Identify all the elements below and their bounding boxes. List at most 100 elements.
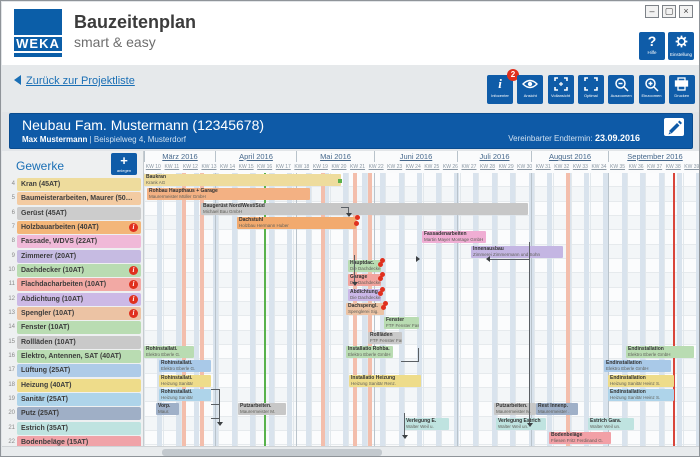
gewerk-chip[interactable]: Rollläden (10AT) [17, 335, 141, 349]
alert-info-icon[interactable]: i [129, 222, 138, 232]
week-header[interactable]: KW 27 [461, 164, 477, 170]
week-header[interactable]: KW 39 [684, 164, 700, 170]
toolbar-button-einzoomen[interactable]: Einzoomen [638, 75, 665, 104]
toolbar-button-infocenter[interactable]: i Infocenter 2 [487, 69, 519, 104]
week-header[interactable]: KW 20 [331, 164, 347, 170]
gewerk-chip[interactable]: Dachdecker (10AT) [17, 263, 141, 277]
gewerk-chip[interactable]: Lüftung (25AT) [17, 364, 141, 378]
toolbar-button-auszoomen[interactable]: Auszoomen [608, 75, 635, 104]
week-header[interactable]: KW 18 [294, 164, 310, 170]
toolbar-button-drucken[interactable]: Drucken [668, 75, 695, 104]
edit-project-button[interactable] [664, 118, 684, 136]
help-button[interactable]: ? Hilfe [639, 32, 665, 60]
gewerk-chip[interactable]: Gerüst (45AT) [17, 206, 141, 220]
gewerk-chip[interactable]: Estrich (35AT) [17, 421, 141, 435]
gantt-bar[interactable]: Endinstallation Heizung Sanitär Heinz S. [608, 374, 674, 387]
month-header-3[interactable]: Mai 2016 [296, 151, 374, 162]
gantt-bar[interactable]: Rohbau Haupthaus + Garage Maurermeister M… [147, 188, 310, 201]
gantt-bar[interactable]: Putzarbeiten. Maurermeister M. [238, 403, 286, 416]
week-header[interactable]: KW 35 [610, 164, 626, 170]
gantt-bar[interactable]: Vorp. Maur. [156, 403, 179, 416]
week-header[interactable]: KW 22 [368, 164, 384, 170]
gantt-bar[interactable]: Verlegung E. Walter Weil u. [404, 417, 449, 430]
gewerk-chip[interactable]: Holzbauarbeiten (40AT) [17, 220, 141, 234]
month-header-4[interactable]: Juni 2016 [374, 151, 457, 162]
gantt-bar[interactable]: Baukran Krank AG [144, 174, 341, 186]
gantt-bar[interactable]: Bodenbeläge Fliesen Fritz Ferdinand G. [549, 431, 611, 444]
gantt-bar[interactable]: Rohinstallati. Elektro Eberle G. [144, 345, 194, 358]
gantt-bar[interactable]: Dachspengl. Spenglerei Sig. [346, 302, 384, 315]
week-header[interactable]: KW 10 [145, 164, 161, 170]
gewerk-chip[interactable]: Fenster (10AT) [17, 321, 141, 335]
week-header[interactable]: KW 25 [424, 164, 440, 170]
alert-info-icon[interactable]: i [129, 294, 138, 304]
gantt-bar[interactable]: Estrich Gara. Walter Weil un. [588, 417, 634, 430]
gantt-bar[interactable]: Endinstallation Heizung Sanitär Heinz S. [608, 388, 674, 401]
week-header[interactable]: KW 36 [628, 164, 644, 170]
month-header-1[interactable]: März 2016 [144, 151, 215, 162]
gantt-bar[interactable]: Fassadenarbeiten Martin Mayer Montage Gmb… [422, 231, 486, 244]
minimize-button[interactable]: – [645, 5, 659, 18]
back-to-projects-link[interactable]: Zurück zur Projektliste [14, 75, 135, 87]
gantt-bar[interactable]: Putzarbeiten. Maurermeister M. [494, 403, 536, 416]
week-header[interactable]: KW 30 [517, 164, 533, 170]
gantt-bar[interactable]: Endinstallation Elektro Eberle GmbH [626, 345, 694, 358]
week-header[interactable]: KW 14 [220, 164, 236, 170]
alert-info-icon[interactable]: i [129, 308, 138, 318]
week-header[interactable]: KW 31 [535, 164, 551, 170]
gantt-bar[interactable]: Dachstuhl Holzbau Hermann Huber [237, 216, 356, 229]
gantt-bar[interactable]: Fenster FTF Fenster Fas. [384, 317, 419, 330]
week-header[interactable]: KW 29 [498, 164, 514, 170]
scrollbar-thumb[interactable] [162, 449, 382, 456]
add-gewerk-button[interactable]: + anlegen [111, 153, 137, 175]
gantt-bar[interactable]: Endinstallation Elektro Eberle GmbH [604, 360, 671, 373]
gewerk-chip[interactable]: Spengler (10AT) [17, 306, 141, 320]
month-header-7[interactable]: September 2016 [608, 151, 699, 162]
gantt-bar[interactable]: Abdichtung. Die Dachdecke. [348, 288, 381, 301]
week-header[interactable]: KW 15 [238, 164, 254, 170]
gantt-bar[interactable]: Innenausbau Zimmerei Zimmermann und Sohn [471, 245, 563, 258]
close-button[interactable]: × [679, 5, 693, 18]
gantt-bar[interactable]: Baugerüst Nord/West/Süd Michael Bau GmbH [201, 202, 528, 215]
gewerk-chip[interactable]: Flachdacharbeiten (10AT) [17, 278, 141, 292]
gewerk-chip[interactable]: Heizung (40AT) [17, 378, 141, 392]
gewerk-chip[interactable]: Bodenbeläge (15AT) [17, 435, 141, 446]
gewerk-chip[interactable]: Fassade, WDVS (22AT) [17, 235, 141, 249]
gantt-bar[interactable]: Installatio Heizung Heizung Sanitär Renz. [349, 374, 421, 387]
week-header[interactable]: KW 38 [665, 164, 681, 170]
gewerk-chip[interactable]: Kran (45AT) [17, 178, 141, 191]
week-header[interactable]: KW 13 [201, 164, 217, 170]
gewerk-chip[interactable]: Elektro, Antennen, SAT (40AT) [17, 349, 141, 363]
week-header[interactable]: KW 34 [591, 164, 607, 170]
week-header[interactable]: KW 23 [387, 164, 403, 170]
gantt-bar[interactable]: Rohinstallati. Elektro Eberle G. [159, 360, 211, 373]
week-header[interactable]: KW 37 [647, 164, 663, 170]
gantt-bar[interactable]: Hauptdac. Die Dachdecke. [348, 259, 381, 272]
gantt-bar[interactable]: Rest Innenp. Maurermeister . [536, 403, 578, 416]
week-header[interactable]: KW 19 [312, 164, 328, 170]
week-header[interactable]: KW 24 [405, 164, 421, 170]
week-header[interactable]: KW 12 [182, 164, 198, 170]
gantt-bar[interactable]: Rollläden FTF Fenster Fas. [368, 331, 402, 344]
alert-info-icon[interactable]: i [129, 265, 138, 275]
gantt-bar[interactable]: Rohinstallati. Heizung Sanitär [159, 374, 211, 387]
gantt-bar[interactable]: Rohinstallati. Heizung Sanitär [159, 388, 211, 401]
week-header[interactable]: KW 32 [554, 164, 570, 170]
week-header[interactable]: KW 17 [275, 164, 291, 170]
toolbar-button-vollansicht[interactable]: Vollansicht [547, 75, 574, 104]
gantt-bar[interactable]: Installatio Rohba. Elektro Eberle GmbH [346, 345, 393, 358]
settings-button[interactable]: Einstellung [668, 32, 694, 60]
week-header[interactable]: KW 16 [257, 164, 273, 170]
maximize-button[interactable]: ▢ [662, 5, 676, 18]
week-header[interactable]: KW 26 [442, 164, 458, 170]
gewerk-chip[interactable]: Abdichtung (10AT) [17, 292, 141, 306]
toolbar-button-optimal[interactable]: Optimal [577, 75, 604, 104]
week-header[interactable]: KW 11 [164, 164, 180, 170]
alert-info-icon[interactable]: i [129, 280, 138, 290]
week-header[interactable]: KW 33 [572, 164, 588, 170]
month-header-6[interactable]: August 2016 [531, 151, 608, 162]
gewerk-chip[interactable]: Baumeisterarbeiten, Maurer (50… [17, 192, 141, 206]
week-header[interactable]: KW 21 [350, 164, 366, 170]
toolbar-button-ansicht[interactable]: Ansicht [517, 75, 544, 104]
gantt-bar[interactable]: Verlegung Estrich Walter Weil un. [496, 417, 546, 430]
